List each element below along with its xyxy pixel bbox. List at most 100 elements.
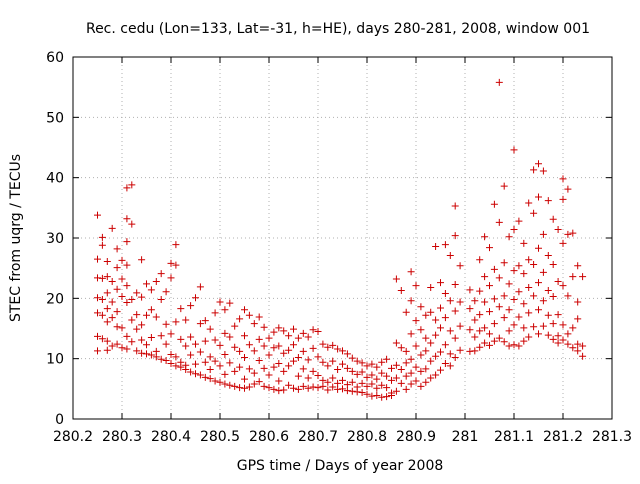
data-point [539,322,547,330]
data-point [123,299,131,307]
data-point [441,341,449,349]
data-point [358,359,366,367]
data-point [187,333,195,341]
data-point [397,379,405,387]
data-point [412,363,420,371]
data-point [275,324,283,332]
data-point [535,330,542,338]
data-point [329,341,337,349]
data-point [216,362,224,370]
data-point [177,335,185,343]
data-point [147,334,155,342]
data-point [182,342,190,350]
data-point [510,321,518,329]
data-point [486,330,493,338]
data-point [368,380,376,388]
data-point [412,377,420,385]
data-point [441,241,449,249]
data-point [143,350,150,358]
data-point [172,362,180,370]
data-point [368,371,376,379]
data-point [329,357,337,365]
data-point [113,308,121,316]
data-point [319,340,327,348]
data-point [260,382,268,390]
data-point [339,385,346,393]
data-point [103,337,111,345]
data-point [569,273,577,281]
data-point [339,347,346,355]
data-point [201,337,209,345]
data-point [241,306,248,314]
data-point [378,393,386,401]
data-point [358,379,366,387]
data-point [525,199,533,207]
data-point [505,327,513,335]
data-point [373,384,381,392]
data-point [128,338,136,346]
x-tick-label: 280.4 [151,429,191,445]
data-point [432,352,440,360]
data-point [466,347,474,355]
y-tick-label: 0 [55,412,64,428]
data-point [118,275,126,283]
data-point [539,297,547,305]
data-point [446,350,454,358]
data-point [437,348,444,356]
data-point [402,347,410,355]
data-point [348,378,356,386]
data-point [294,353,302,361]
data-point [98,296,106,304]
data-point [422,334,430,342]
data-point [270,328,278,336]
data-point [446,251,454,259]
data-point [490,320,498,328]
data-point [432,316,440,324]
x-axis-label: GPS time / Days of year 2008 [237,458,444,474]
data-point [192,370,199,378]
data-point [515,262,523,270]
data-point [432,371,440,379]
data-point [505,306,513,314]
data-point [128,220,136,228]
data-point [285,362,293,370]
data-point [177,305,185,313]
data-point [123,261,131,269]
data-point [535,244,542,252]
data-point [569,324,577,332]
data-point [417,303,425,311]
data-point [162,288,170,296]
data-point [123,282,131,290]
data-point [103,258,111,266]
data-point [206,353,214,361]
data-point [172,241,180,249]
data-point [510,267,518,275]
data-point [353,370,361,378]
data-point [495,274,503,282]
data-point [417,351,425,359]
data-point [343,381,351,389]
data-point [221,306,229,314]
data-point [270,344,278,352]
data-point [481,324,489,332]
data-point [196,320,204,328]
data-point [241,375,248,383]
data-point [417,326,425,334]
data-point [138,293,146,301]
data-point [108,277,116,285]
data-point [373,363,381,371]
data-point [167,274,175,282]
data-point [255,313,263,321]
data-point [510,296,518,304]
data-point [554,339,562,347]
data-point [574,347,582,355]
data-point [559,175,567,183]
data-point [265,384,273,392]
x-tick-label: 280.2 [53,429,93,445]
data-point [451,307,459,315]
data-point [201,373,209,381]
data-point [549,261,557,269]
data-point [128,316,136,324]
data-point [530,166,538,174]
